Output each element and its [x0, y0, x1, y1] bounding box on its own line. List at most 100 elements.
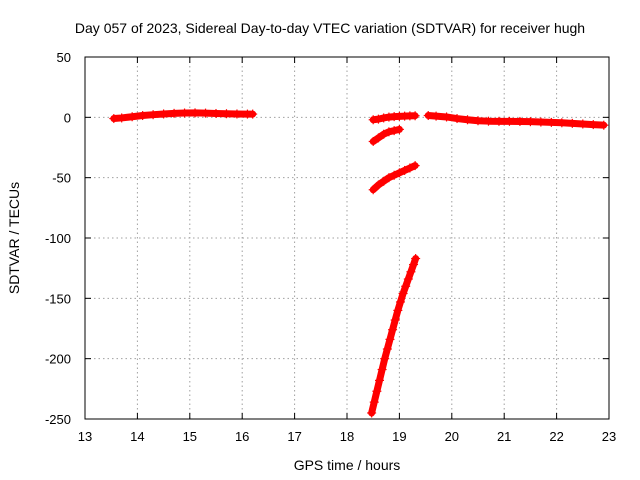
x-tick-label: 14: [130, 429, 144, 444]
data-point: [379, 113, 389, 123]
data-series-segment-1: [109, 108, 258, 124]
data-point: [138, 111, 148, 121]
data-point: [515, 116, 525, 126]
data-point: [373, 114, 383, 124]
data-point: [221, 109, 231, 119]
data-point: [388, 325, 398, 335]
data-point: [368, 115, 378, 125]
data-series-segment-2: [368, 111, 420, 125]
data-point: [410, 161, 420, 171]
data-point: [232, 109, 242, 119]
data-point: [127, 112, 137, 122]
series-trace: [369, 125, 403, 145]
y-tick-label: -250: [45, 412, 71, 427]
data-point: [384, 127, 394, 137]
data-point: [368, 185, 378, 195]
data-point: [546, 117, 556, 127]
data-point: [201, 108, 211, 118]
data-point: [410, 111, 420, 121]
data-point: [578, 119, 588, 129]
series-trace: [368, 255, 420, 417]
y-tick-label: 50: [57, 50, 71, 65]
data-point: [148, 110, 158, 120]
data-point: [159, 109, 169, 119]
data-point: [373, 180, 383, 190]
data-series-segment-3: [368, 124, 404, 146]
y-tick-label: 0: [64, 110, 71, 125]
data-point: [377, 365, 387, 375]
data-point: [385, 334, 395, 344]
x-axis-label: GPS time / hours: [294, 457, 401, 473]
y-tick-label: -150: [45, 291, 71, 306]
data-point: [211, 108, 221, 118]
data-point: [483, 116, 493, 126]
data-point: [367, 408, 377, 418]
x-tick-label: 22: [549, 429, 563, 444]
data-series-segment-5: [367, 254, 421, 418]
x-tick-label: 18: [340, 429, 354, 444]
data-point: [406, 267, 416, 277]
x-tick-label: 13: [78, 429, 92, 444]
data-series-segment-6: [423, 111, 609, 130]
data-point: [389, 170, 399, 180]
data-point: [372, 386, 382, 396]
data-point: [393, 305, 403, 315]
data-point: [588, 120, 598, 130]
data-point: [452, 114, 462, 124]
data-point: [368, 136, 378, 146]
data-point: [379, 129, 389, 139]
y-tick-label: -100: [45, 231, 71, 246]
data-point: [379, 176, 389, 186]
data-point: [394, 168, 404, 178]
data-point: [431, 111, 441, 121]
data-point: [190, 108, 200, 118]
plot-frame: [84, 56, 610, 420]
data-point: [536, 117, 546, 127]
data-point: [380, 354, 390, 364]
x-tick-label: 23: [602, 429, 616, 444]
data-series-segment-4: [368, 161, 420, 195]
data-point: [373, 133, 383, 143]
data-point: [494, 116, 504, 126]
data-point: [180, 108, 190, 118]
data-point: [109, 114, 119, 124]
data-point: [398, 289, 408, 299]
data-point: [525, 117, 535, 127]
data-point: [403, 274, 413, 284]
x-tick-label: 16: [235, 429, 249, 444]
data-point: [369, 397, 379, 407]
data-point: [442, 112, 452, 122]
y-axis-label: SDTVAR / TECUs: [6, 182, 22, 294]
y-tick-label: -200: [45, 352, 71, 367]
data-point: [599, 120, 609, 130]
data-point: [473, 116, 483, 126]
x-tick-label: 20: [445, 429, 459, 444]
data-point: [117, 113, 127, 123]
data-point: [463, 115, 473, 125]
data-point: [390, 315, 400, 325]
data-point: [567, 118, 577, 128]
data-point: [395, 297, 405, 307]
x-tick-label: 21: [497, 429, 511, 444]
x-tick-label: 19: [392, 429, 406, 444]
data-point: [411, 254, 421, 264]
data-layer: [109, 108, 609, 418]
data-point: [382, 344, 392, 354]
chart-title: Day 057 of 2023, Sidereal Day-to-day VTE…: [75, 20, 585, 36]
data-point: [169, 108, 179, 118]
data-point: [248, 109, 258, 119]
data-point: [400, 165, 410, 175]
data-point: [401, 281, 411, 291]
data-point: [557, 118, 567, 128]
data-point: [409, 260, 419, 270]
data-point: [394, 124, 404, 134]
series-trace: [110, 109, 257, 123]
data-point: [405, 163, 415, 173]
data-point: [374, 375, 384, 385]
grid-layer: [85, 57, 609, 419]
x-tick-label: 15: [183, 429, 197, 444]
x-tick-label: 17: [287, 429, 301, 444]
data-point: [423, 111, 433, 121]
data-point: [504, 116, 514, 126]
